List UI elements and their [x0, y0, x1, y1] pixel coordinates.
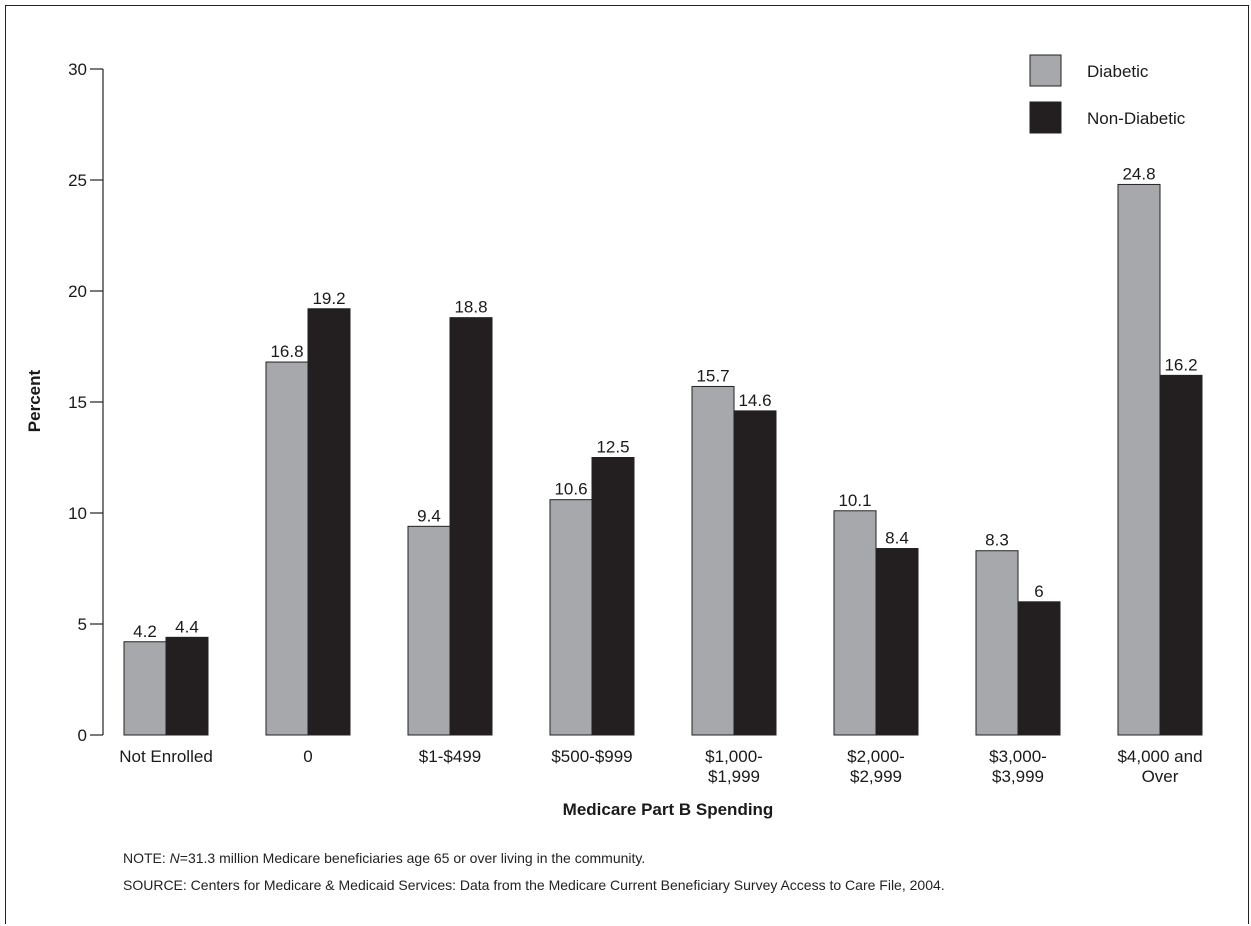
- data-label: 12.5: [596, 438, 629, 457]
- note-prefix: NOTE:: [123, 850, 170, 866]
- bar: [549, 499, 593, 736]
- data-label: 16.2: [1164, 355, 1197, 374]
- x-tick-label: $1,000-: [705, 747, 763, 766]
- source-text: SOURCE: Centers for Medicare & Medicaid …: [123, 877, 945, 893]
- bar: [1117, 183, 1161, 736]
- bar: [1159, 374, 1203, 736]
- y-tick-label: 5: [78, 615, 87, 634]
- y-tick-label: 0: [78, 726, 87, 745]
- data-label: 10.1: [838, 491, 871, 510]
- y-tick-label: 10: [68, 504, 87, 523]
- x-tick-label: $4,000 and: [1117, 747, 1202, 766]
- bar: [591, 457, 635, 736]
- bar: [733, 410, 777, 736]
- note-text: NOTE: N=31.3 million Medicare beneficiar…: [123, 850, 645, 866]
- note-body: =31.3 million Medicare beneficiaries age…: [179, 850, 646, 866]
- data-label: 8.4: [885, 529, 909, 548]
- x-axis-title: Medicare Part B Spending: [563, 800, 774, 819]
- bar: [1017, 601, 1061, 736]
- y-tick-label: 25: [68, 171, 87, 190]
- y-tick-label: 20: [68, 282, 87, 301]
- legend: Diabetic Non-Diabetic: [1029, 54, 1186, 134]
- data-label: 8.3: [985, 531, 1009, 550]
- data-label: 14.6: [738, 391, 771, 410]
- x-tick-label: Over: [1142, 767, 1179, 786]
- data-label: 19.2: [312, 289, 345, 308]
- bar: [833, 510, 877, 736]
- y-axis-title: Percent: [25, 369, 44, 432]
- bar: [875, 548, 919, 736]
- legend-swatch: [1029, 54, 1062, 87]
- data-label: 10.6: [554, 480, 587, 499]
- legend-label: Diabetic: [1087, 62, 1149, 81]
- x-tick-label: $3,999: [992, 767, 1044, 786]
- bar: [165, 636, 209, 736]
- bar: [975, 550, 1019, 736]
- data-label: 4.4: [175, 617, 199, 636]
- bar-chart: 0 5 10 15 20 25 30 4.2 4.4 16.8 19.2 9.4 18.8 10.6 12…: [25, 54, 1203, 819]
- data-labels: 4.2 4.4 16.8 19.2 9.4 18.8 10.6 12.5 15.7 14.6 10.…: [133, 164, 1197, 640]
- x-tick-label: $2,999: [850, 767, 902, 786]
- bar: [691, 385, 735, 736]
- data-label: 6: [1034, 582, 1043, 601]
- x-tick-label: $1-$499: [419, 747, 481, 766]
- bars: [123, 183, 1203, 736]
- bar: [407, 525, 451, 736]
- x-axis: Not Enrolled 0 $1-$499 $500-$999 $1,000-$1,9…: [119, 747, 1202, 786]
- data-label: 18.8: [454, 298, 487, 317]
- x-tick-label: $2,000-: [847, 747, 905, 766]
- x-tick-label: Not Enrolled: [119, 747, 213, 766]
- x-tick-label: $3,000-: [989, 747, 1047, 766]
- x-tick-label: $500-$999: [551, 747, 632, 766]
- note-n: N: [169, 850, 180, 866]
- x-tick-label: 0: [303, 747, 312, 766]
- y-axis: 0 5 10 15 20 25 30: [68, 60, 104, 745]
- x-tick-label: $1,999: [708, 767, 760, 786]
- data-label: 24.8: [1122, 164, 1155, 183]
- bar: [265, 361, 309, 736]
- bar: [449, 317, 493, 736]
- bar: [307, 308, 351, 736]
- y-tick-label: 15: [68, 393, 87, 412]
- data-label: 9.4: [417, 506, 441, 525]
- y-tick-label: 30: [68, 60, 87, 79]
- legend-label: Non-Diabetic: [1087, 109, 1186, 128]
- figure-frame: [5, 5, 1249, 924]
- legend-swatch: [1029, 101, 1062, 134]
- bar: [123, 641, 167, 736]
- data-label: 4.2: [133, 622, 157, 641]
- data-label: 15.7: [696, 366, 729, 385]
- data-label: 16.8: [270, 342, 303, 361]
